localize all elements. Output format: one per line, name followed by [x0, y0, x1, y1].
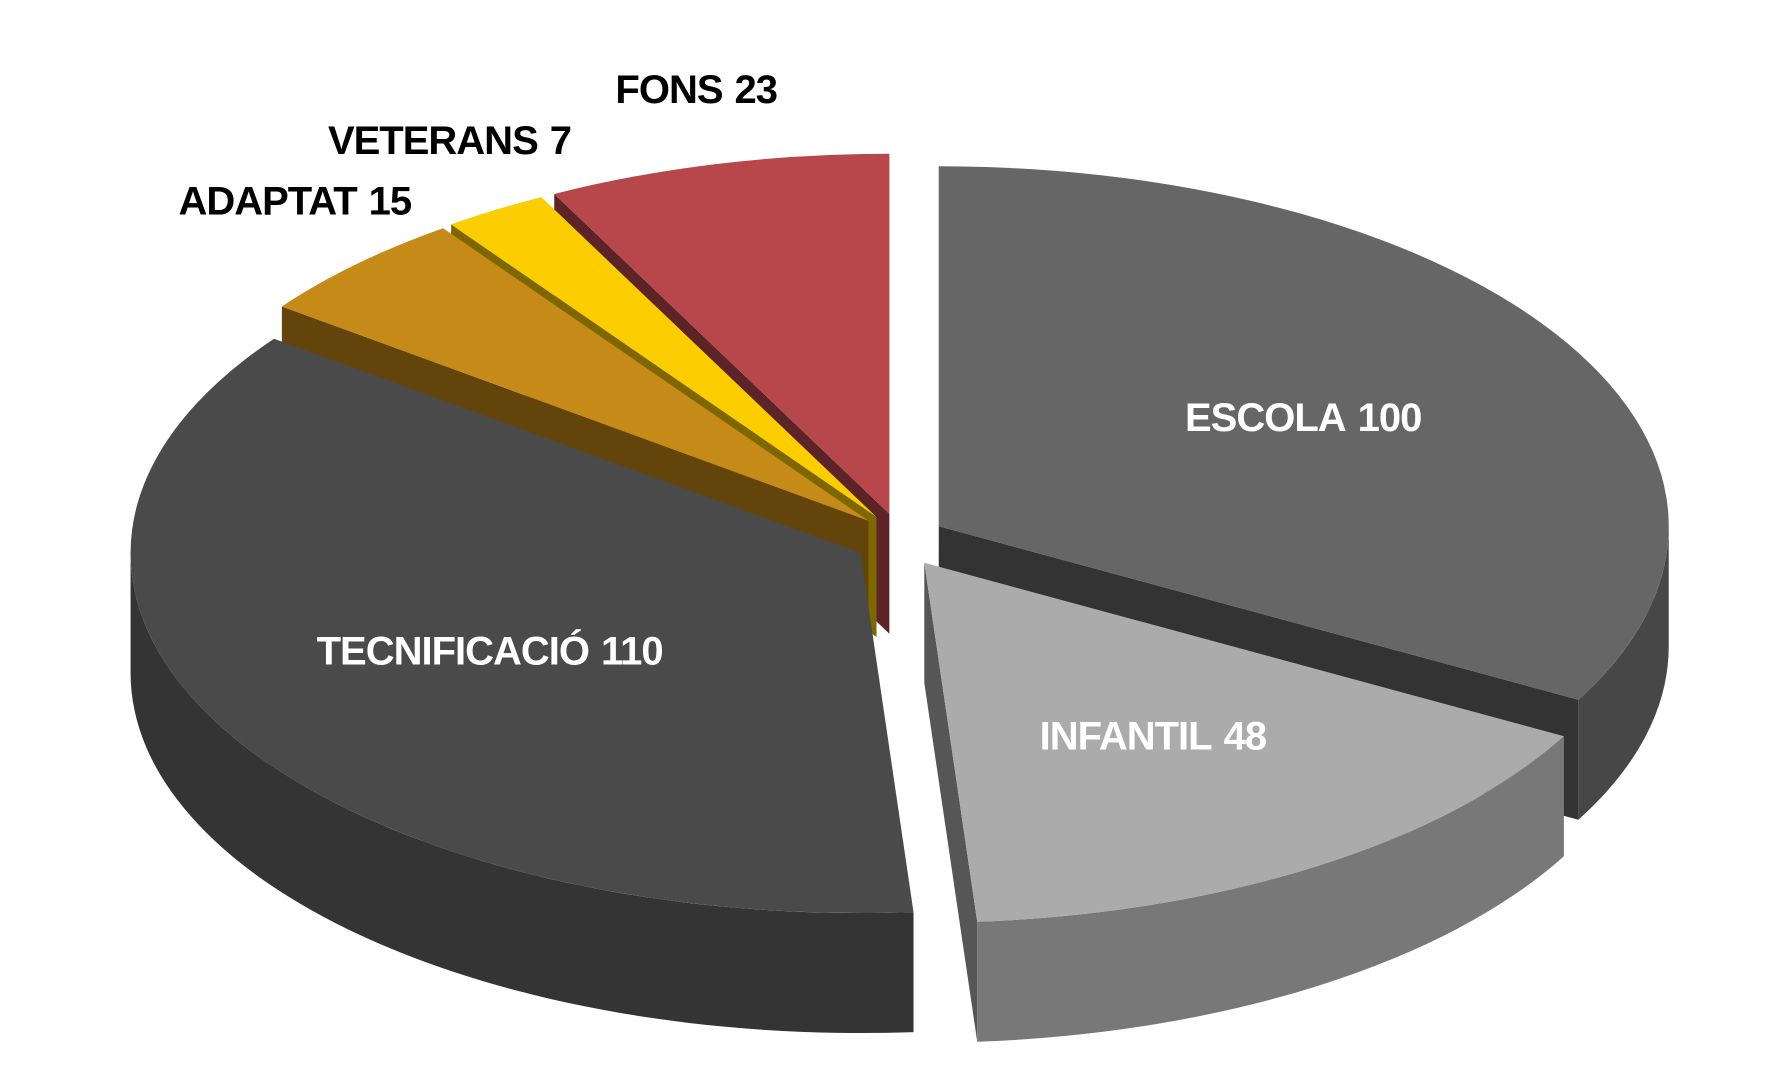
label-name: FONS — [615, 68, 722, 112]
data-label: ESCOLA 100 — [1185, 396, 1421, 440]
data-label: INFANTIL 48 — [1040, 714, 1267, 758]
slice-wall — [977, 736, 1564, 1042]
label-name: INFANTIL — [1040, 714, 1213, 758]
label-value: 15 — [369, 179, 412, 223]
slice-side — [924, 562, 978, 1042]
label-name: ADAPTAT — [178, 179, 357, 223]
slice — [938, 166, 1669, 700]
label-name: ESCOLA — [1185, 396, 1346, 440]
label-value: 100 — [1358, 396, 1422, 440]
slice — [130, 338, 914, 914]
label-value: 23 — [735, 68, 778, 112]
slice-wall — [130, 553, 914, 1034]
data-label: ADAPTAT 15 — [178, 179, 411, 223]
slice — [554, 153, 890, 514]
label-value: 110 — [601, 629, 663, 673]
label-value: 48 — [1224, 714, 1267, 758]
label-value: 7 — [550, 119, 571, 163]
label-name: TECNIFICACIÓ — [317, 627, 589, 673]
slice — [281, 228, 869, 521]
slice — [924, 562, 1564, 922]
slice — [451, 197, 877, 517]
data-label: TECNIFICACIÓ 110 — [317, 627, 663, 673]
slice-wall — [1578, 526, 1669, 820]
data-label: VETERANS 7 — [328, 119, 571, 163]
data-label: FONS 23 — [615, 68, 777, 112]
label-name: VETERANS — [328, 119, 538, 163]
